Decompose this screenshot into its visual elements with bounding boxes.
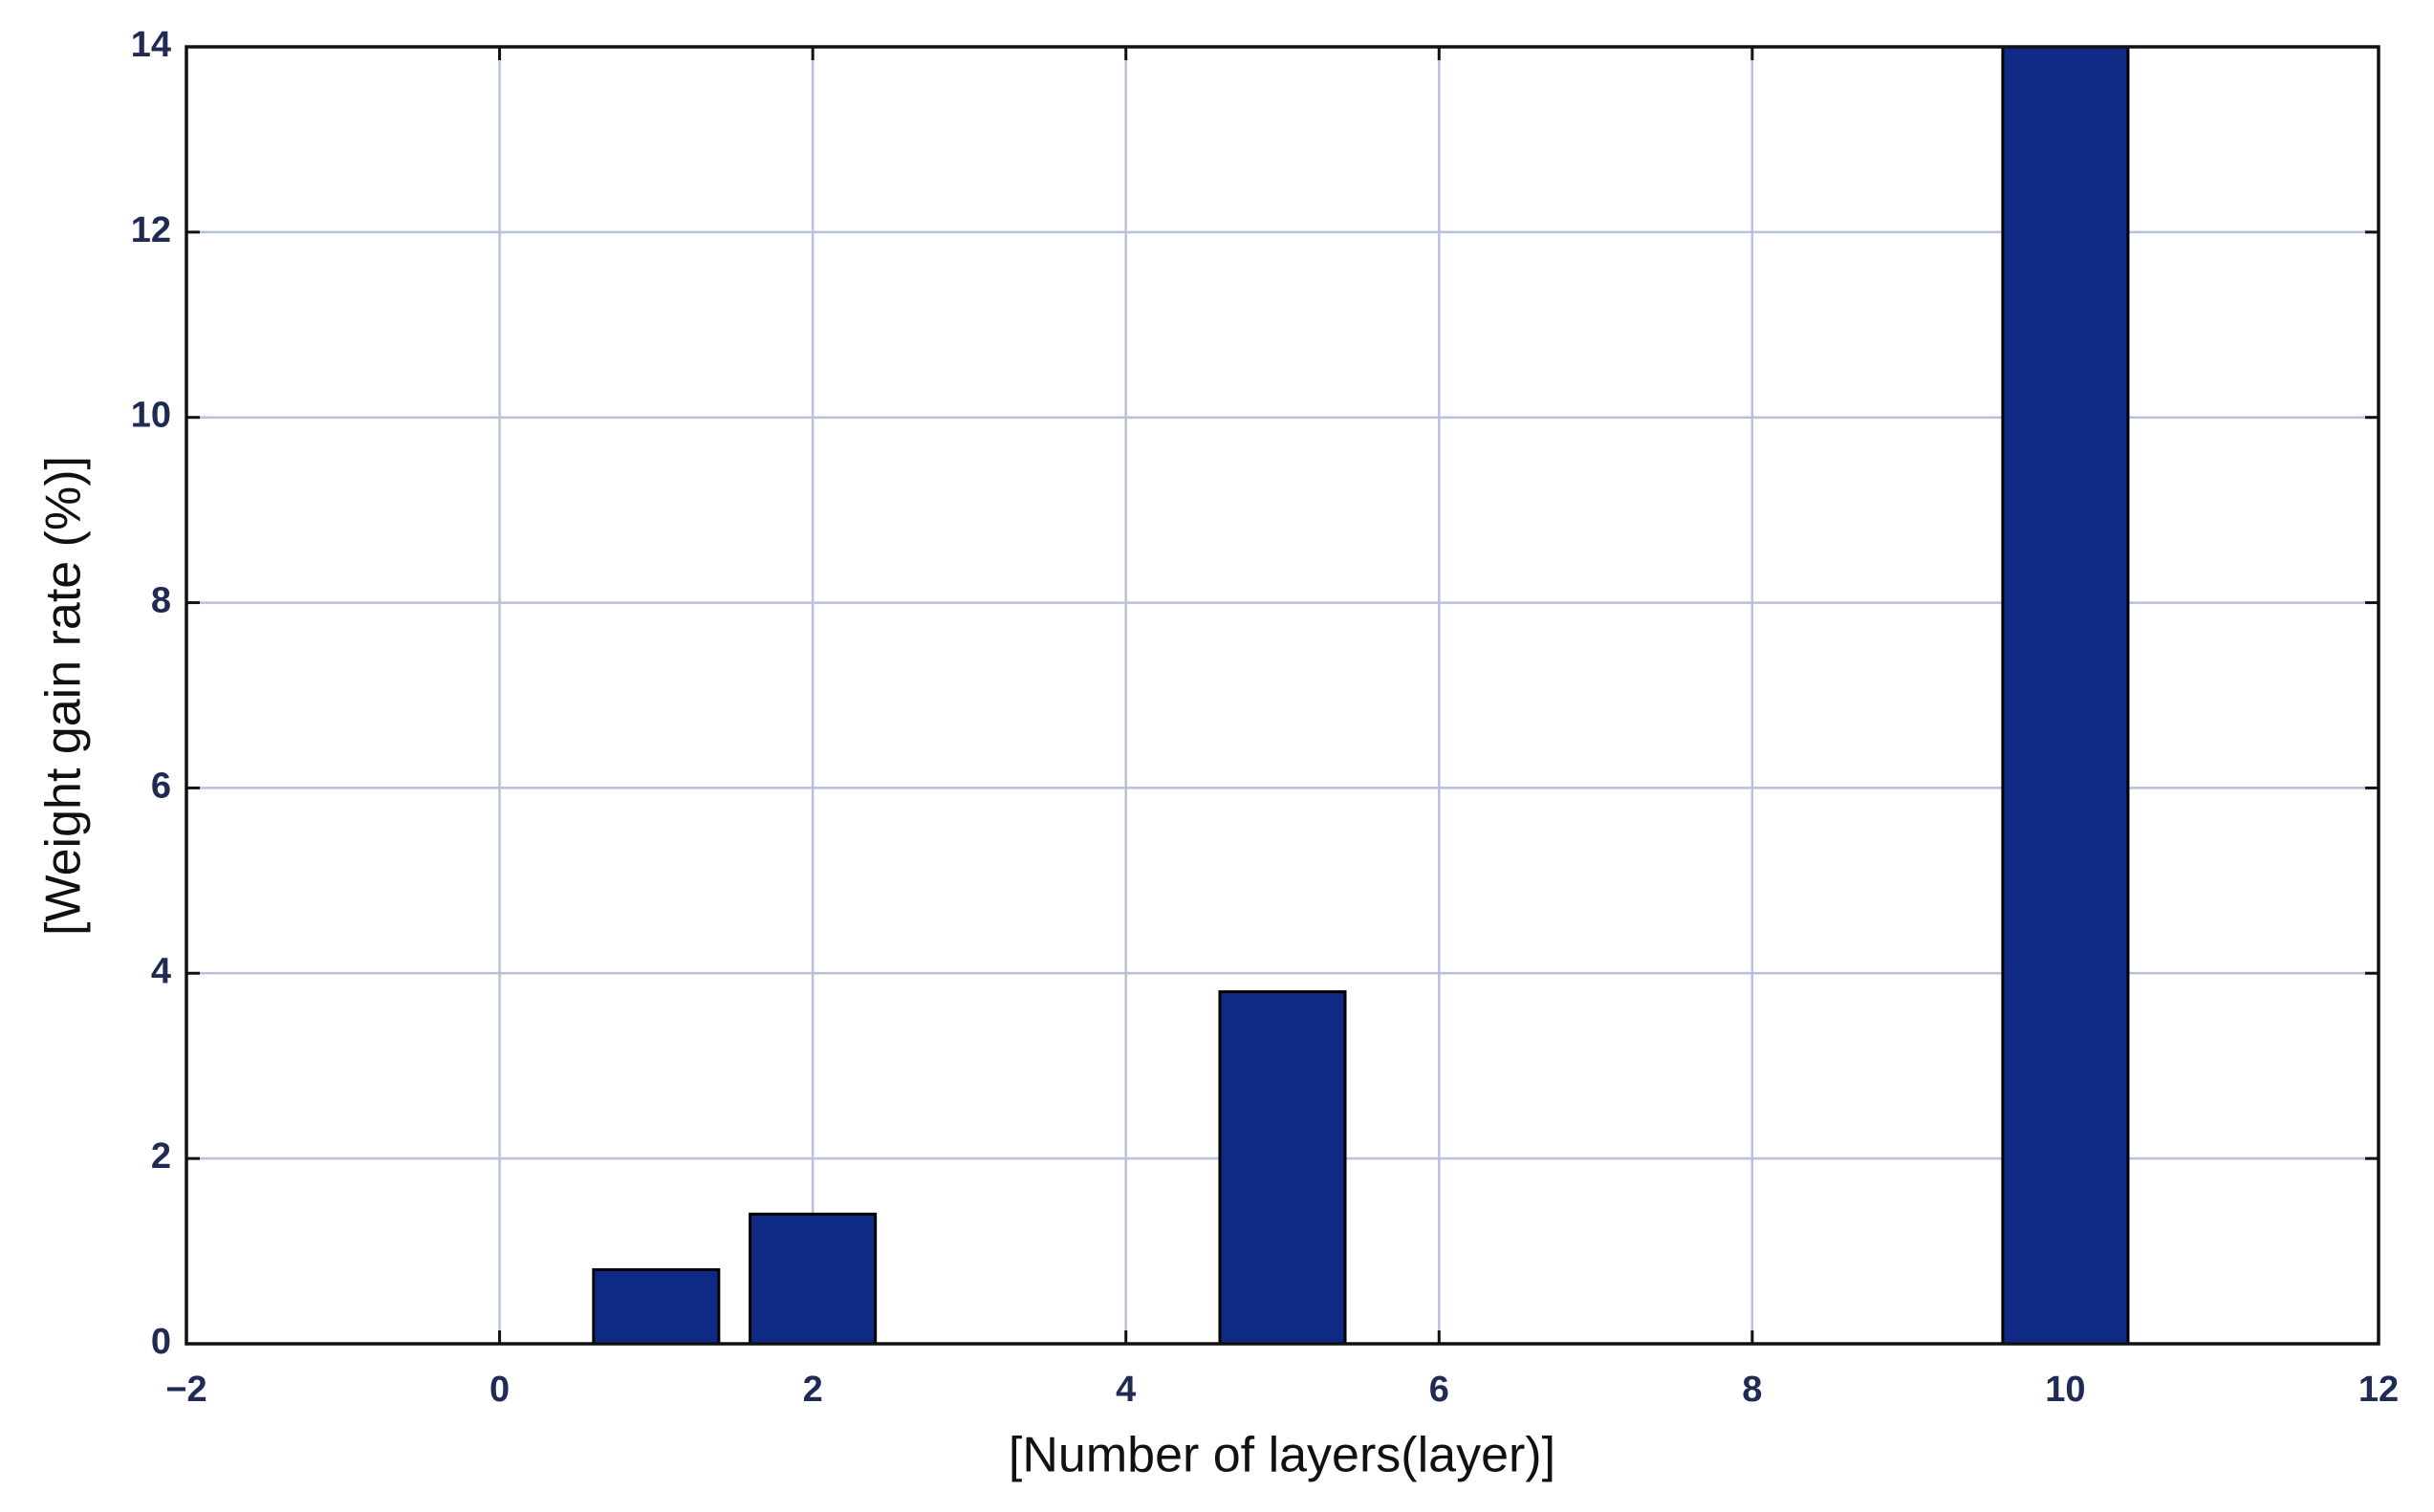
- x-tick-label: 2: [803, 1370, 823, 1410]
- y-tick-label: 12: [131, 210, 171, 250]
- y-tick-label: 4: [151, 951, 171, 991]
- y-tick-label: 2: [151, 1136, 171, 1177]
- bar: [749, 1212, 878, 1346]
- x-tick-label: 10: [2045, 1370, 2085, 1410]
- x-tick-label: −2: [165, 1370, 206, 1410]
- x-tick-label: 8: [1742, 1370, 1762, 1410]
- y-axis-label: [Weight gain rate (%)]: [36, 456, 92, 936]
- bar: [592, 1267, 721, 1346]
- y-tick-label: 10: [131, 396, 171, 436]
- bar: [2001, 45, 2130, 1346]
- bar: [1218, 990, 1347, 1346]
- y-tick-label: 0: [151, 1322, 171, 1362]
- y-tick-label: 6: [151, 766, 171, 806]
- y-tick-label: 14: [131, 25, 171, 65]
- x-axis-label: [Number of layers(layer)]: [1009, 1428, 1555, 1483]
- y-tick-label: 8: [151, 581, 171, 621]
- x-tick-label: 6: [1429, 1370, 1449, 1410]
- x-tick-label: 12: [2358, 1370, 2399, 1410]
- x-tick-label: 0: [489, 1370, 510, 1410]
- plot-frame: [185, 45, 2380, 1346]
- x-tick-label: 4: [1116, 1370, 1136, 1410]
